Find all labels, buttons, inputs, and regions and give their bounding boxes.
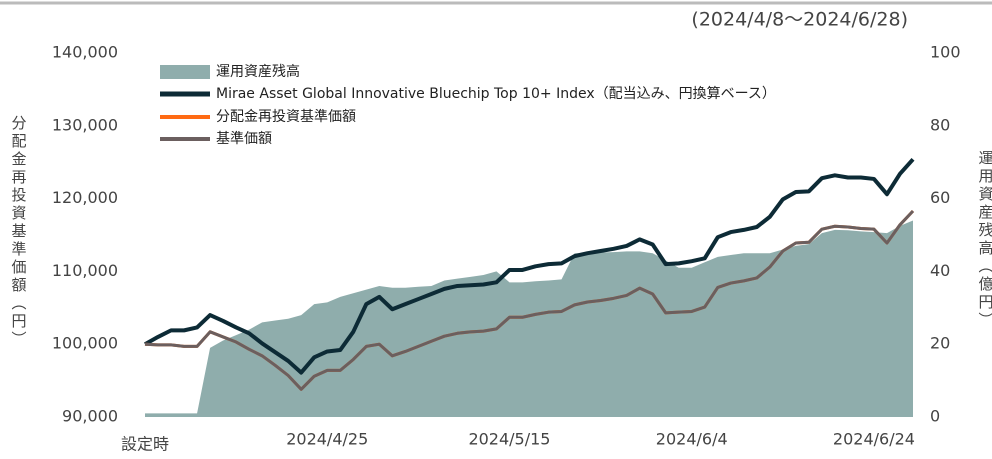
y2-tick-label: 60 <box>930 188 950 207</box>
y2-tick-label: 80 <box>930 115 950 134</box>
legend-swatch <box>160 65 210 79</box>
y2-axis-label: 運用資産残高（億円） <box>977 150 992 330</box>
y2-tick-label: 40 <box>930 261 950 280</box>
y-tick-label: 140,000 <box>52 43 118 62</box>
y-axis-label: 分配金再投資基準価額（円） <box>10 115 28 349</box>
y-tick-label: 110,000 <box>52 261 118 280</box>
x-tick-label: 設定時 <box>121 435 169 454</box>
legend-label: 分配金再投資基準価額 <box>216 108 356 125</box>
legend-label: Mirae Asset Global Innovative Bluechip T… <box>216 86 776 102</box>
x-tick-label: 2024/4/25 <box>286 430 368 449</box>
y-tick-label: 100,000 <box>52 334 118 353</box>
y2-tick-label: 100 <box>930 43 961 62</box>
x-tick-label: 2024/5/15 <box>468 430 550 449</box>
x-tick-label: 2024/6/24 <box>833 430 915 449</box>
y2-tick-label: 0 <box>930 407 940 426</box>
line <box>144 157 915 375</box>
y-tick-label: 130,000 <box>52 115 118 134</box>
y-tick-label: 120,000 <box>52 188 118 207</box>
line <box>144 209 915 391</box>
y-tick-label: 90,000 <box>62 407 118 426</box>
legend-label: 基準価額 <box>216 130 272 147</box>
area <box>145 220 913 417</box>
legend-label: 運用資産残高 <box>216 63 300 80</box>
chart-subtitle: (2024/4/8～2024/6/28) <box>691 9 908 31</box>
y2-tick-label: 20 <box>930 334 950 353</box>
x-tick-label: 2024/6/4 <box>656 430 728 449</box>
